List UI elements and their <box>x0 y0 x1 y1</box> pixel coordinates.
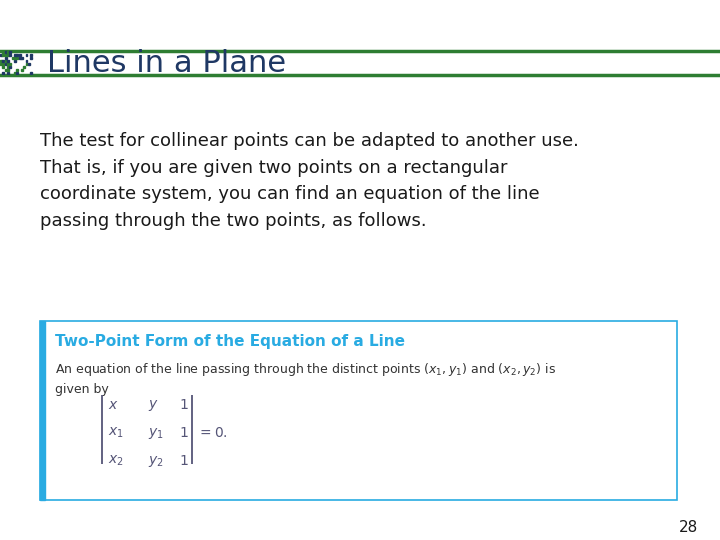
Bar <box>4 60 6 62</box>
Bar <box>2 66 4 69</box>
Bar <box>17 57 18 59</box>
Bar <box>23 66 25 69</box>
Bar <box>21 69 23 71</box>
Text: Two-Point Form of the Equation of a Line: Two-Point Form of the Equation of a Line <box>55 334 405 349</box>
Bar <box>30 72 32 75</box>
Bar <box>25 60 27 62</box>
Bar <box>19 53 21 56</box>
Bar <box>14 53 16 56</box>
Bar <box>9 53 12 56</box>
Bar <box>9 63 12 65</box>
Bar <box>4 69 6 71</box>
Bar <box>19 57 21 59</box>
Bar <box>25 63 27 65</box>
Bar <box>2 60 4 62</box>
Bar <box>30 57 32 59</box>
Bar <box>28 63 30 65</box>
Text: $1$: $1$ <box>179 398 188 412</box>
Bar <box>4 51 6 53</box>
Bar <box>7 69 9 71</box>
Text: $y_2$: $y_2$ <box>148 454 163 469</box>
Bar <box>0 63 2 65</box>
Text: $y_1$: $y_1$ <box>148 426 163 441</box>
Bar <box>30 53 32 56</box>
Bar <box>17 53 18 56</box>
Text: $y$: $y$ <box>148 398 158 413</box>
Text: An equation of the line passing through the distinct points $(x_1, y_1)$ and $(x: An equation of the line passing through … <box>55 361 557 377</box>
Bar <box>7 72 9 75</box>
Bar <box>9 66 12 69</box>
Bar <box>4 63 6 65</box>
Text: $x$: $x$ <box>108 398 119 412</box>
Bar <box>7 63 9 65</box>
Bar <box>17 72 18 75</box>
Bar <box>7 66 9 69</box>
FancyBboxPatch shape <box>40 321 677 500</box>
Bar <box>12 57 14 59</box>
Text: The test for collinear points can be adapted to another use.
That is, if you are: The test for collinear points can be ada… <box>40 132 578 230</box>
Bar <box>2 51 4 53</box>
Bar <box>0 60 2 62</box>
Bar <box>2 72 4 75</box>
Bar <box>14 72 16 75</box>
Bar <box>7 53 9 56</box>
Bar <box>14 60 16 62</box>
Bar <box>40 321 45 500</box>
Bar <box>4 57 6 59</box>
Text: $x_1$: $x_1$ <box>108 426 124 441</box>
Bar <box>7 60 9 62</box>
Bar <box>4 53 6 56</box>
Text: 28: 28 <box>679 519 698 535</box>
Text: $= 0.$: $= 0.$ <box>197 426 228 440</box>
Bar <box>2 63 4 65</box>
Bar <box>9 51 12 53</box>
Text: $x_2$: $x_2$ <box>108 454 124 469</box>
Text: $1$: $1$ <box>179 426 188 440</box>
Bar <box>7 51 9 53</box>
Bar <box>25 53 27 56</box>
Text: given by: given by <box>55 383 109 396</box>
Bar <box>21 57 23 59</box>
Bar <box>14 57 16 59</box>
Bar <box>0 53 2 56</box>
Bar <box>2 53 4 56</box>
Text: Lines in a Plane: Lines in a Plane <box>47 49 286 78</box>
Bar <box>17 69 18 71</box>
Text: $1$: $1$ <box>179 454 188 468</box>
